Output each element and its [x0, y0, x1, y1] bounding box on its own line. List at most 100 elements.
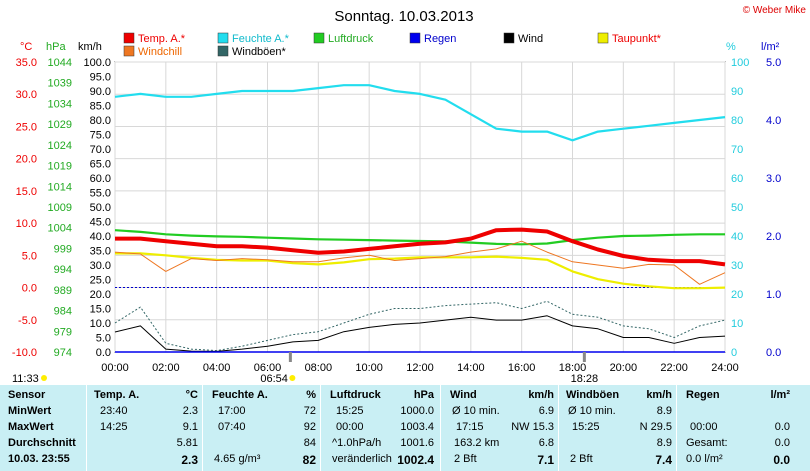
- gusts-max: N 29.5: [639, 421, 672, 433]
- pressure-tick-label: 1039: [48, 78, 72, 90]
- temp-tick-label: 15.0: [16, 186, 37, 198]
- series-line-taupunkt: [115, 252, 726, 290]
- wind-max-time: 17:15: [456, 421, 484, 433]
- sun-markers: 06:54 18:28 11:33: [12, 352, 598, 385]
- humidity-tick-label: 30: [731, 260, 743, 272]
- wind-tick-label: 0.0: [96, 347, 111, 359]
- rain-tick-label: 1.0: [766, 289, 781, 301]
- weather-chart: Sonntag. 10.03.2013 © Weber Mike Temp. A…: [12, 5, 807, 385]
- sunrise-time: 06:54: [260, 373, 288, 385]
- sunset-time: 18:28: [571, 373, 599, 385]
- humidity-tick-label: 80: [731, 115, 743, 127]
- pressure-tick-label: 1024: [48, 140, 72, 152]
- pressure-max: 1003.4: [400, 421, 434, 433]
- temp-max-time: 14:25: [100, 421, 128, 433]
- pressure-tick-label: 1004: [48, 223, 72, 235]
- wind-axis-unit: km/h: [78, 41, 102, 53]
- wind-tick-label: 70.0: [90, 144, 111, 156]
- temp-unit: °C: [185, 389, 198, 401]
- sensor-row-label: 10.03. 23:55: [8, 453, 70, 465]
- wind-bft: 2 Bft: [454, 453, 477, 465]
- temp-min: 2.3: [182, 405, 198, 417]
- temp-axis-unit: °C: [20, 41, 32, 53]
- humidity-absolute: 4.65 g/m³: [214, 453, 261, 465]
- rain-tick-label: 4.0: [766, 115, 781, 127]
- pressure-tick-label: 979: [54, 326, 72, 338]
- temp-tick-label: 25.0: [16, 121, 37, 133]
- wind-tick-label: 25.0: [90, 275, 111, 287]
- humidity-header: Feuchte A.: [212, 389, 268, 401]
- humidity-min: 72: [303, 405, 316, 417]
- wind-tick-label: 85.0: [90, 101, 111, 113]
- rain-total-label: Gesamt:: [686, 437, 728, 449]
- wind-tick-label: 100.0: [83, 57, 111, 69]
- pressure-tick-label: 984: [54, 306, 72, 318]
- column-separator: [320, 385, 321, 471]
- rain-tick-label: 0.0: [766, 347, 781, 359]
- wind-tick-label: 55.0: [90, 188, 111, 200]
- time-tick-label: 06:00: [254, 362, 282, 374]
- humidity-tick-label: 100: [731, 57, 749, 69]
- humidity-tick-label: 90: [731, 86, 743, 98]
- temp-tick-label: -5.0: [18, 315, 37, 327]
- wind-tick-label: 30.0: [90, 260, 111, 272]
- legend-label: Wind: [518, 33, 543, 45]
- humidity-current: 82: [302, 453, 316, 467]
- gusts-bft: 2 Bft: [570, 453, 593, 465]
- humidity-tick-label: 50: [731, 202, 743, 214]
- legend-label: Windchill: [138, 46, 182, 58]
- rain-tick-label: 5.0: [766, 57, 781, 69]
- night-time-label: 11:33: [12, 373, 39, 385]
- legend-swatch: [597, 32, 609, 44]
- pressure-max-time: 00:00: [336, 421, 364, 433]
- sensor-row-label: Sensor: [8, 389, 46, 401]
- humidity-max: 92: [303, 421, 316, 433]
- wind-tick-label: 50.0: [90, 202, 111, 214]
- time-tick-label: 22:00: [660, 362, 688, 374]
- pressure-min-time: 15:25: [336, 405, 364, 417]
- wind-tick-label: 60.0: [90, 173, 111, 185]
- series-line-windb-en: [114, 300, 726, 352]
- wind-header: Wind: [450, 389, 477, 401]
- pressure-tick-label: 1044: [48, 57, 72, 69]
- gusts-avg: 8.9: [656, 437, 672, 449]
- time-tick-label: 18:00: [559, 362, 587, 374]
- wind-tick-label: 10.0: [90, 318, 111, 330]
- temp-tick-label: 10.0: [16, 218, 37, 230]
- column-separator: [558, 385, 559, 471]
- series-line-windchill: [114, 240, 726, 285]
- wind-tick-label: 5.0: [96, 333, 111, 345]
- wind-distance: 163.2 km: [454, 437, 500, 449]
- rain-total: 0.0: [774, 437, 790, 449]
- wind-avg: 6.8: [538, 437, 554, 449]
- rain-tick-label: 3.0: [766, 173, 781, 185]
- legend-swatch: [123, 45, 135, 57]
- pressure-avg: 1001.6: [400, 437, 434, 449]
- time-tick-label: 14:00: [457, 362, 485, 374]
- temp-current: 2.3: [181, 453, 198, 467]
- wind-tick-label: 15.0: [90, 304, 111, 316]
- pressure-tick-label: 1034: [48, 98, 72, 110]
- series-line-feuchte-a: [114, 84, 726, 142]
- pressure-tick-label: 1009: [48, 202, 72, 214]
- sensor-row-label: Durchschnitt: [8, 437, 76, 449]
- legend-swatch: [217, 32, 229, 44]
- wind-avg10-label: Ø 10 min.: [452, 405, 500, 417]
- legend-label: Temp. A.*: [138, 33, 186, 45]
- time-tick-label: 12:00: [406, 362, 434, 374]
- rain-tick-label: 2.0: [766, 231, 781, 243]
- time-tick-label: 16:00: [508, 362, 536, 374]
- pressure-axis-unit: hPa: [46, 41, 66, 53]
- legend: Temp. A.* Feuchte A.* Luftdruck Regen Wind Ta…: [123, 32, 662, 58]
- sensor-row-label: MinWert: [8, 405, 52, 417]
- temp-min-time: 23:40: [100, 405, 128, 417]
- column-separator: [440, 385, 441, 471]
- legend-label: Luftdruck: [328, 33, 374, 45]
- humidity-tick-label: 40: [731, 231, 743, 243]
- pressure-tick-label: 999: [54, 243, 72, 255]
- temp-header: Temp. A.: [94, 389, 140, 401]
- time-tick-label: 00:00: [101, 362, 129, 374]
- temp-tick-label: 0.0: [22, 283, 37, 295]
- column-separator: [676, 385, 677, 471]
- legend-label: Feuchte A.*: [232, 33, 290, 45]
